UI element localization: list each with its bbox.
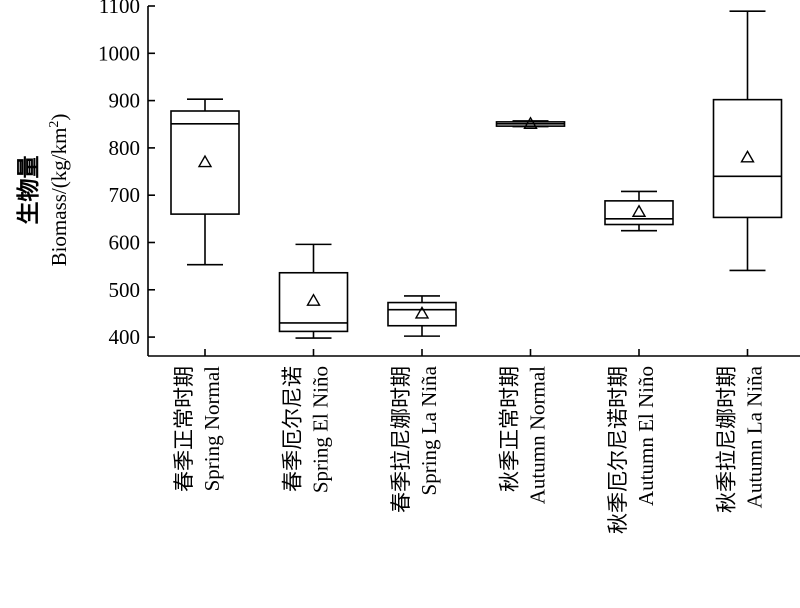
y-tick-label: 400 <box>109 325 141 349</box>
x-category-label: 春季拉尼娜时期 Spring La Niña <box>389 365 441 513</box>
y-tick-label: 500 <box>109 278 141 302</box>
box-group <box>495 116 566 129</box>
iqr-box <box>278 271 349 333</box>
mean-marker <box>523 116 538 129</box>
x-category-label: 春季正常时期 Spring Normal <box>172 366 224 492</box>
y-tick-label: 700 <box>109 183 141 207</box>
y-axis-title-english: Biomass/(kg/km2) <box>47 114 71 267</box>
box-group <box>604 190 674 232</box>
y-axis-title-superscript: 2 <box>47 121 62 128</box>
axes <box>147 6 800 357</box>
x-category-label-english: Autumn Normal <box>526 366 550 504</box>
iqr-box <box>170 110 240 215</box>
mean-marker <box>197 154 213 168</box>
x-axis-category-labels: 春季正常时期 Spring Normal 春季厄尔尼诺 Spring El Niño 春… <box>172 349 767 534</box>
x-category-label-chinese: 春季厄尔尼诺 <box>281 366 305 492</box>
box-group <box>387 295 457 337</box>
x-category-label-english: Spring La Niña <box>417 365 441 495</box>
box-group <box>712 10 783 272</box>
x-category-label-english: Spring Normal <box>200 366 224 492</box>
y-axis-title: 生物量 Biomass/(kg/km2) <box>15 114 71 267</box>
mean-marker <box>414 306 430 319</box>
box-group <box>170 98 240 266</box>
y-tick-label: 1100 <box>99 0 140 18</box>
y-axis-title-main: Biomass/(kg/km <box>47 128 71 267</box>
boxes <box>170 10 783 339</box>
x-category-label-english: Autumn El Niño <box>634 366 658 506</box>
y-tick-label: 800 <box>109 136 141 160</box>
y-axis-title-chinese: 生物量 <box>15 156 42 225</box>
x-category-label-english: Autumn La Niña <box>743 365 767 508</box>
x-category-label-chinese: 春季正常时期 <box>172 366 196 492</box>
iqr-box <box>712 98 783 219</box>
x-category-label: 秋季厄尔尼诺时期 Autumn El Niño <box>606 366 658 534</box>
x-category-label-english: Spring El Niño <box>309 366 333 493</box>
mean-marker <box>740 149 755 163</box>
y-tick-label: 900 <box>109 89 141 113</box>
mean-marker <box>306 293 321 306</box>
x-category-label-chinese: 春季拉尼娜时期 <box>389 366 413 513</box>
y-axis-title-close: ) <box>47 114 71 121</box>
mean-marker <box>631 204 647 217</box>
x-category-label-chinese: 秋季厄尔尼诺时期 <box>606 366 630 534</box>
y-tick-label: 1000 <box>98 41 140 65</box>
y-tick-label: 600 <box>109 230 141 254</box>
y-axis-ticks: 400 500 600 700 800 900 1000 1100 <box>98 0 155 349</box>
x-category-label: 秋季拉尼娜时期 Autumn La Niña <box>715 365 767 513</box>
iqr-box <box>387 301 457 327</box>
box-group <box>278 243 349 339</box>
x-category-label-chinese: 秋季拉尼娜时期 <box>715 366 739 513</box>
x-category-label: 秋季正常时期 Autumn Normal <box>498 366 550 504</box>
x-category-label: 春季厄尔尼诺 Spring El Niño <box>281 366 333 493</box>
x-category-label-chinese: 秋季正常时期 <box>498 366 522 492</box>
